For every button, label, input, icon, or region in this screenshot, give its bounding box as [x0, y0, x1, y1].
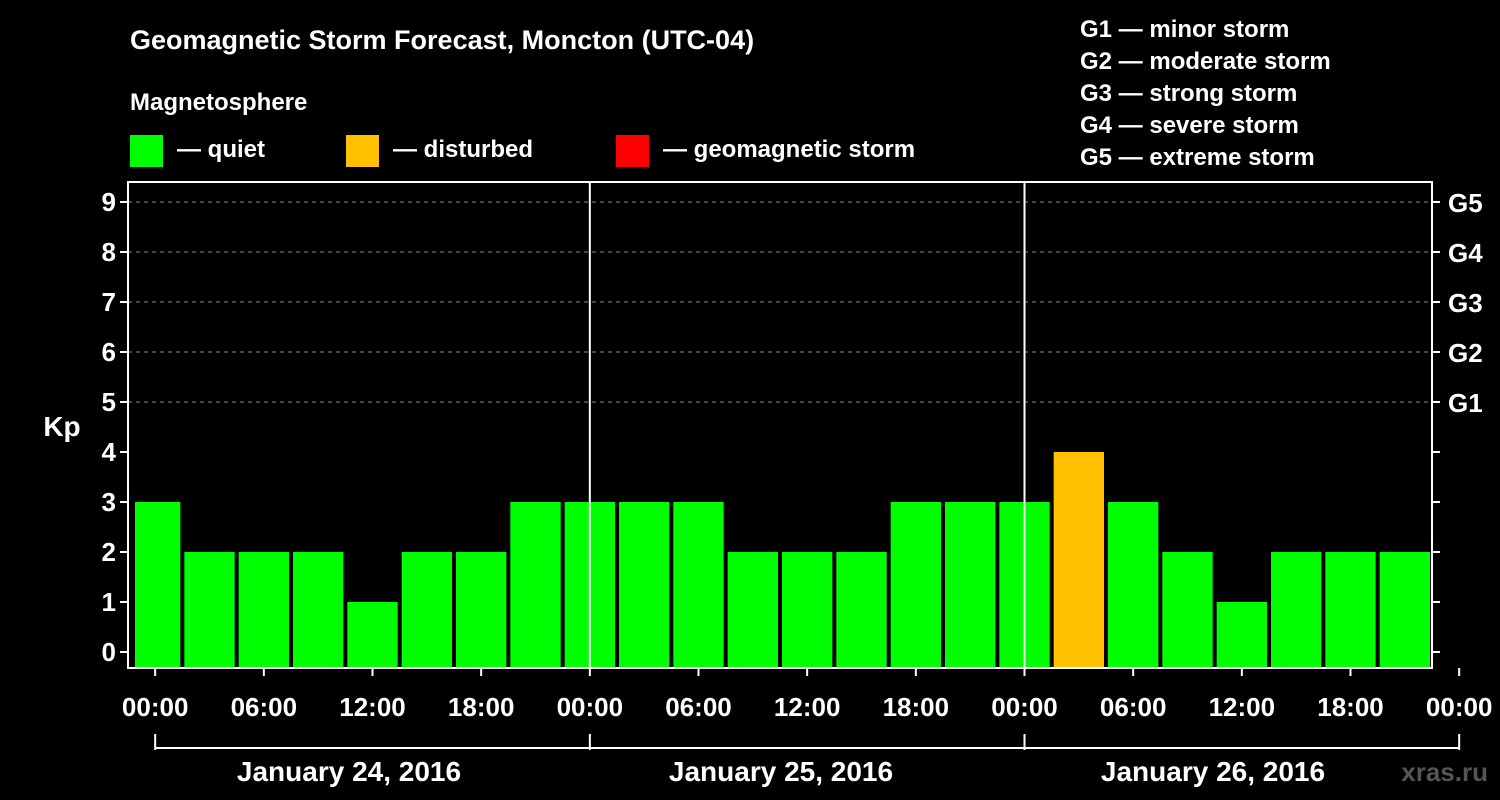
- storm-scale-g5: G5 — extreme storm: [1080, 144, 1315, 171]
- y-tick-label: 3: [102, 487, 116, 517]
- y-axis-label: Kp: [43, 411, 80, 442]
- y-tick-label: 2: [102, 537, 116, 567]
- kp-bar: [782, 552, 833, 668]
- x-tick-label: 06:00: [231, 692, 298, 722]
- x-tick-label: 18:00: [448, 692, 515, 722]
- kp-bar: [1325, 552, 1376, 668]
- legend-swatch-storm: [616, 135, 649, 167]
- x-tick-label: 00:00: [557, 692, 624, 722]
- kp-bar: [1216, 602, 1267, 668]
- legend-title: Magnetosphere: [130, 89, 307, 116]
- storm-scale-g4: G4 — severe storm: [1080, 112, 1299, 139]
- g-scale-label: G5: [1448, 188, 1483, 218]
- y-tick-label: 5: [102, 387, 116, 417]
- y-tick-label: 6: [102, 337, 116, 367]
- x-tick-label: 00:00: [122, 692, 189, 722]
- legend-swatch-quiet: [130, 135, 163, 167]
- kp-bar: [293, 552, 344, 668]
- legend-label-storm: — geomagnetic storm: [663, 136, 915, 163]
- kp-bar: [945, 502, 996, 668]
- x-tick-label: 12:00: [1209, 692, 1276, 722]
- y-tick-label: 7: [102, 287, 116, 317]
- kp-bar: [1053, 452, 1104, 668]
- x-tick-label: 12:00: [339, 692, 406, 722]
- y-tick-label: 0: [102, 637, 116, 667]
- date-label-jan-24: January 24, 2016: [237, 756, 461, 787]
- y-tick-label: 1: [102, 587, 116, 617]
- y-tick-label: 9: [102, 187, 116, 217]
- x-tick-label: 00:00: [991, 692, 1058, 722]
- kp-bar: [135, 502, 181, 668]
- kp-bar: [619, 502, 670, 668]
- kp-bar: [238, 552, 289, 668]
- plot-frame: [127, 181, 1433, 669]
- kp-bar: [1271, 552, 1322, 668]
- storm-scale-g2: G2 — moderate storm: [1080, 48, 1331, 75]
- x-tick-label: 12:00: [774, 692, 841, 722]
- chart-title: Geomagnetic Storm Forecast, Moncton (UTC…: [130, 25, 754, 55]
- legend-swatch-disturbed: [346, 135, 379, 167]
- x-tick-label: 06:00: [665, 692, 732, 722]
- storm-scale-g3: G3 — strong storm: [1080, 80, 1297, 107]
- kp-bar: [727, 552, 778, 668]
- storm-scale-g1: G1 — minor storm: [1080, 16, 1289, 43]
- kp-bar: [184, 552, 235, 668]
- legend-label-disturbed: — disturbed: [393, 136, 533, 163]
- kp-bar: [1108, 502, 1159, 668]
- date-label-jan-26: January 26, 2016: [1101, 756, 1325, 787]
- x-tick-label: 00:00: [1426, 692, 1493, 722]
- y-tick-label: 8: [102, 237, 116, 267]
- kp-bar: [673, 502, 724, 668]
- x-tick-label: 18:00: [883, 692, 950, 722]
- date-label-jan-25: January 25, 2016: [669, 756, 893, 787]
- kp-bar: [890, 502, 941, 668]
- kp-bar: [510, 502, 561, 668]
- y-tick-label: 4: [102, 437, 117, 467]
- kp-bar: [1162, 552, 1213, 668]
- g-scale-label: G1: [1448, 388, 1483, 418]
- g-scale-label: G3: [1448, 288, 1483, 318]
- kp-bar: [456, 552, 507, 668]
- x-tick-label: 06:00: [1100, 692, 1167, 722]
- watermark: xras.ru: [1401, 757, 1488, 787]
- legend-label-quiet: — quiet: [177, 136, 265, 163]
- kp-bar: [1379, 552, 1430, 668]
- g-scale-label: G4: [1448, 238, 1483, 268]
- x-tick-label: 18:00: [1317, 692, 1384, 722]
- kp-bar: [347, 602, 398, 668]
- kp-bar: [836, 552, 887, 668]
- kp-bar: [401, 552, 452, 668]
- g-scale-label: G2: [1448, 338, 1483, 368]
